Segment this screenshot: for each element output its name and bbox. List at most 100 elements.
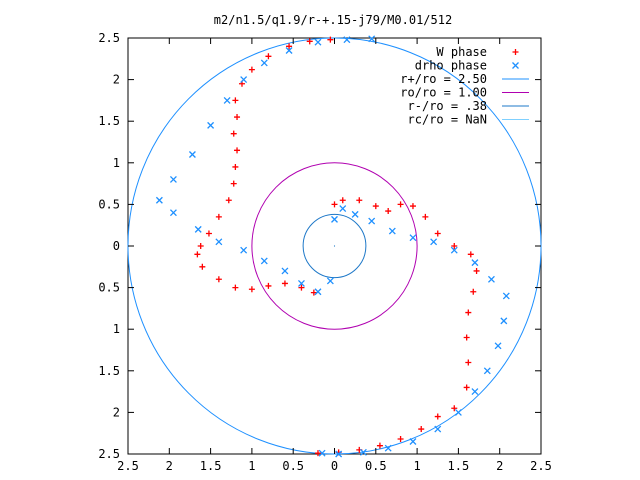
point-1-30 — [502, 292, 510, 300]
legend-marker-0 — [512, 49, 519, 55]
point-0-11 — [230, 180, 237, 187]
y-tick-label-10: 2.5 — [98, 447, 120, 461]
x-tick-label-0: 2.5 — [117, 459, 139, 473]
legend-label-2: r+/ro = 2.50 — [400, 72, 487, 86]
point-1-26 — [430, 238, 438, 246]
y-tick-label-6: 0.5 — [98, 281, 120, 295]
point-1-17 — [298, 279, 305, 287]
point-0-30 — [397, 201, 404, 208]
point-1-38 — [384, 444, 392, 452]
point-0-42 — [451, 405, 458, 412]
point-0-20 — [248, 286, 255, 293]
point-0-34 — [451, 243, 458, 249]
point-1-25 — [409, 234, 417, 242]
x-tick-label-4: 0.5 — [282, 459, 304, 473]
point-1-18 — [314, 288, 322, 296]
point-0-24 — [310, 289, 317, 296]
point-1-6 — [223, 96, 231, 104]
point-1-28 — [471, 259, 479, 267]
point-0-2 — [286, 43, 293, 50]
point-0-26 — [339, 197, 346, 204]
point-0-29 — [385, 208, 392, 215]
center-dot — [333, 245, 336, 247]
point-1-4 — [260, 59, 268, 67]
legend-label-4: r-/ro = .38 — [408, 99, 487, 113]
point-1-19 — [326, 277, 334, 285]
x-tick-label-6: 0.5 — [365, 459, 387, 473]
x-tick-label-5: 0 — [331, 459, 338, 473]
point-0-15 — [197, 243, 204, 249]
point-1-3 — [285, 47, 293, 54]
y-tick-label-5: 0 — [113, 239, 120, 253]
point-1-5 — [240, 76, 248, 84]
x-tick-label-9: 2 — [496, 459, 503, 473]
point-0-22 — [281, 280, 288, 287]
point-0-4 — [248, 66, 255, 73]
point-1-41 — [318, 449, 326, 457]
point-1-29 — [487, 275, 495, 283]
axis-ticks: 2.5 2 1.5 1 0.5 0 0.5 1 1.5 2 2.52.521.510.500.511… — [98, 31, 552, 473]
point-0-10 — [232, 163, 239, 170]
point-0-1 — [306, 38, 313, 45]
point-1-24 — [388, 227, 396, 235]
point-0-39 — [463, 334, 470, 341]
point-0-31 — [409, 203, 416, 210]
point-1-21 — [339, 205, 347, 213]
point-1-11 — [169, 209, 177, 217]
point-1-0 — [368, 35, 376, 43]
point-0-23 — [298, 284, 305, 291]
point-1-13 — [215, 238, 223, 246]
point-0-38 — [465, 309, 472, 316]
point-0-41 — [463, 384, 470, 391]
point-0-13 — [215, 213, 222, 220]
y-tick-label-0: 2.5 — [98, 31, 120, 45]
legend-label-0: W phase — [436, 45, 487, 59]
chart-title: m2/n1.5/q1.9/r-+.15-j79/M0.01/512 — [214, 13, 452, 27]
point-0-8 — [230, 130, 237, 137]
y-tick-label-7: 1 — [113, 322, 120, 336]
y-tick-label-3: 1 — [113, 156, 120, 170]
point-0-40 — [465, 359, 472, 366]
x-tick-label-8: 1.5 — [448, 459, 470, 473]
point-0-17 — [199, 263, 206, 270]
y-tick-label-9: 2 — [113, 405, 120, 419]
point-1-8 — [188, 151, 196, 158]
legend-marker-1 — [512, 62, 519, 69]
data-series — [155, 35, 510, 458]
point-0-27 — [356, 197, 363, 204]
point-1-36 — [434, 425, 442, 433]
point-0-28 — [372, 203, 379, 210]
point-0-0 — [327, 36, 334, 43]
point-1-34 — [471, 388, 479, 396]
point-1-33 — [483, 367, 491, 375]
point-0-49 — [314, 450, 321, 457]
point-1-1 — [343, 36, 351, 44]
point-1-40 — [335, 450, 343, 458]
x-tick-label-1: 2 — [166, 459, 173, 473]
x-tick-label-3: 1 — [248, 459, 255, 473]
legend-label-1: drho phase — [415, 59, 487, 73]
point-0-14 — [205, 230, 212, 237]
point-1-37 — [409, 438, 417, 445]
point-0-33 — [434, 230, 441, 237]
legend-label-3: ro/ro = 1.00 — [400, 86, 487, 100]
point-0-37 — [470, 288, 477, 295]
circle-1 — [251, 162, 418, 330]
point-1-32 — [494, 342, 502, 350]
point-1-39 — [359, 448, 367, 456]
point-0-25 — [331, 201, 338, 208]
y-tick-label-2: 1.5 — [98, 114, 120, 128]
x-tick-label-7: 1 — [413, 459, 420, 473]
point-1-35 — [454, 408, 462, 416]
point-0-6 — [232, 97, 239, 104]
point-0-45 — [397, 436, 404, 443]
y-tick-label-4: 0.5 — [98, 197, 120, 211]
x-tick-label-10: 2.5 — [530, 459, 552, 473]
point-1-14 — [240, 246, 248, 254]
point-1-15 — [260, 257, 268, 265]
legend-label-5: rc/ro = NaN — [408, 113, 487, 127]
point-0-32 — [422, 213, 429, 220]
point-1-20 — [331, 215, 338, 223]
